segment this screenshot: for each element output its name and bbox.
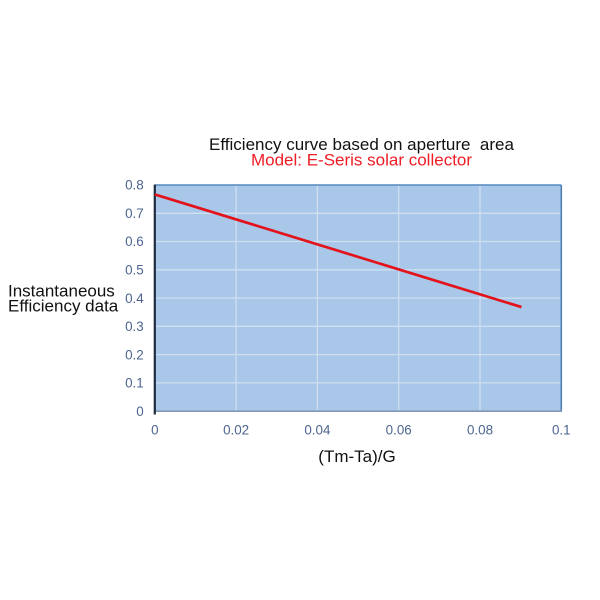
svg-text:0.5: 0.5 <box>125 263 144 278</box>
svg-text:0.6: 0.6 <box>125 234 144 249</box>
svg-text:Model: E-Seris solar collector: Model: E-Seris solar collector <box>251 151 472 170</box>
svg-text:0.04: 0.04 <box>304 423 331 438</box>
svg-text:0.8: 0.8 <box>125 178 144 193</box>
svg-text:Efficiency curve based on aper: Efficiency curve based on aperture area <box>209 135 514 154</box>
svg-text:0: 0 <box>136 404 143 419</box>
svg-text:(Tm-Ta)/G: (Tm-Ta)/G <box>318 447 395 466</box>
svg-text:0.7: 0.7 <box>125 206 144 221</box>
svg-text:0: 0 <box>151 423 158 438</box>
svg-text:0.02: 0.02 <box>223 423 249 438</box>
svg-text:0.3: 0.3 <box>125 319 144 334</box>
svg-text:0.2: 0.2 <box>125 347 144 362</box>
svg-text:Instantaneous: Instantaneous <box>8 282 115 301</box>
svg-text:0.1: 0.1 <box>552 423 571 438</box>
svg-text:0.06: 0.06 <box>386 423 412 438</box>
svg-text:0.08: 0.08 <box>467 423 493 438</box>
svg-text:Efficiency data: Efficiency data <box>8 297 119 316</box>
svg-text:0.4: 0.4 <box>125 291 144 306</box>
svg-text:0.1: 0.1 <box>125 376 144 391</box>
